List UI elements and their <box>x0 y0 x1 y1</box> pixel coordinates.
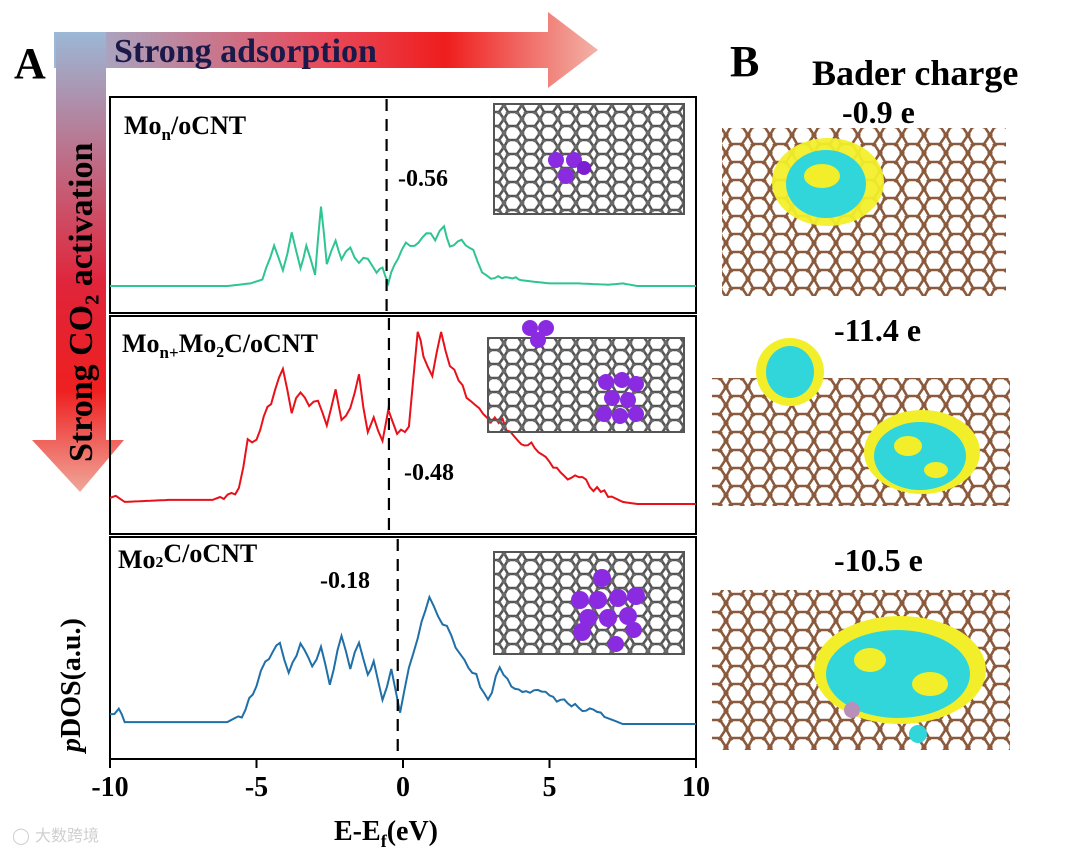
inset-mon-structure <box>493 103 685 215</box>
panel-a-letter: A <box>14 39 46 88</box>
inset-mo2c-structure <box>493 551 685 655</box>
pdos-line-1 <box>110 206 696 287</box>
x-tick-label: -10 <box>91 772 128 803</box>
center-label-1: -0.56 <box>398 166 448 192</box>
x-tick-label: 10 <box>682 772 710 803</box>
bader-value-2: -11.4 e <box>834 312 922 348</box>
x-axis-label: E-Ef(eV) <box>334 816 438 851</box>
x-tick-label: 5 <box>543 772 557 803</box>
center-label-3: -0.18 <box>320 568 370 594</box>
plot-frame-1 <box>109 96 697 314</box>
x-tick-label: -5 <box>245 772 268 803</box>
bader-value-1: -0.9 e <box>842 94 915 130</box>
watermark-icon: ◯ <box>12 826 35 845</box>
panel-b-letter: B <box>730 37 760 86</box>
series-label-3: Mo₂C/oCNT <box>118 539 257 574</box>
bader-value-3: -10.5 e <box>834 542 923 578</box>
watermark: ◯ 大数跨境 <box>12 822 99 846</box>
y-axis-label: pDOS(a.u.) <box>56 618 87 754</box>
activation-arrow <box>32 32 124 492</box>
pdos-line-3 <box>109 594 696 725</box>
watermark-text: 大数跨境 <box>35 826 100 845</box>
adsorption-arrow <box>54 12 598 88</box>
inset-mix-structure <box>487 320 685 433</box>
pdos-line-2 <box>109 331 696 505</box>
series-label-2: Mon+Mo₂C/oCNT <box>122 329 318 362</box>
arrow-v-label: Strong CO₂ activation <box>63 143 100 462</box>
center-label-2: -0.48 <box>404 460 454 486</box>
plot-frame-2 <box>109 315 697 535</box>
bader-structure-3 <box>712 590 1010 750</box>
bader-title: Bader charge <box>812 53 1019 93</box>
bader-structure-2 <box>712 338 1010 506</box>
series-label-1: Mon/oCNT <box>124 111 246 144</box>
bader-structure-1 <box>722 128 1006 296</box>
x-tick-label: 0 <box>396 772 410 803</box>
arrow-h-label: Strong adsorption <box>114 33 377 70</box>
